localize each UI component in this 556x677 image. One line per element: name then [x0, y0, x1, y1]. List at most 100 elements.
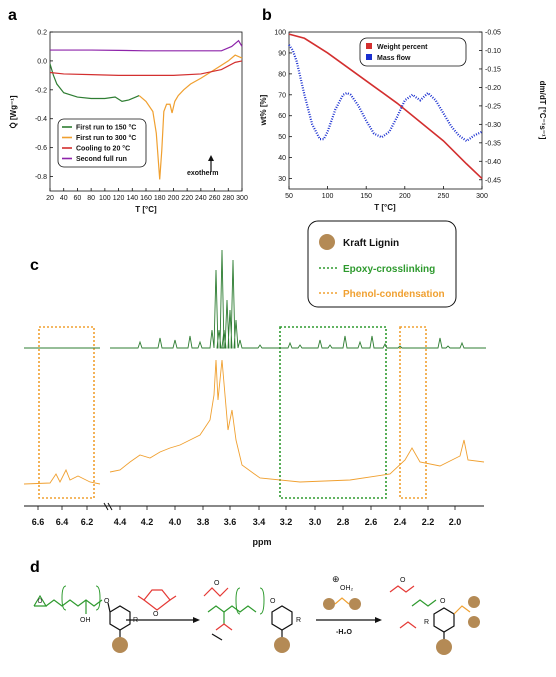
chart-b-frame [288, 31, 483, 190]
orange-spectrum [23, 359, 485, 485]
a-ytick-label: -0.8 [35, 174, 47, 181]
epoxide-o: O [38, 599, 43, 605]
lignin-sphere-4b [468, 616, 480, 628]
c-xtick-label: 2.0 [449, 517, 462, 527]
chart-c-x-ticks: 6.6 6.4 6.2 4.4 4.2 4.0 3.8 3.6 3.4 3.2 3.0 2.8 2.6 2… [32, 506, 462, 527]
chart-a: 20 40 60 80 100 120 140 160 180 200 220 240 260 280 30… [9, 30, 248, 215]
legend-kraft-lignin: Kraft Lignin [343, 238, 399, 249]
chart-b-ylabel-right: dm/dT [°C⁻¹s⁻¹] [538, 81, 547, 140]
axis-break-2 [107, 502, 113, 511]
chart-b-y-ticks: 30 40 50 60 70 80 90 100 [274, 30, 292, 183]
panel-label-d: d [30, 559, 40, 576]
lignin-sphere-3a [323, 598, 335, 610]
b-legend-label-0: Weight percent [377, 44, 428, 51]
chain-2 [207, 605, 257, 613]
b-xtick-label: 150 [360, 193, 372, 200]
c-xtick-label: 6.2 [81, 517, 94, 527]
b-ytick-right-label: -0.40 [485, 159, 501, 166]
phenol-box-left [38, 326, 95, 499]
a-xtick-label: 200 [168, 195, 180, 202]
c-xtick-label: 3.4 [253, 517, 266, 527]
a-xtick-label: 100 [99, 195, 111, 202]
a-xtick-label: 20 [46, 195, 54, 202]
chart-b-ylabel: wt% [%] [259, 94, 268, 126]
lignin-sphere-2 [274, 637, 290, 653]
b-ytick-right-label: -0.15 [485, 66, 501, 73]
chart-c-legend: Kraft Lignin Epoxy-crosslinking Phenol-c… [307, 220, 457, 308]
panel-label-a: a [8, 7, 17, 24]
a-ytick-label: -0.2 [35, 87, 47, 94]
bond-o-ring-1 [107, 602, 111, 613]
b-ytick-right-label: -0.30 [485, 122, 501, 129]
maleic-anhydride: O [137, 589, 177, 618]
crosslinked-intermediate: O O R [203, 580, 301, 653]
squiggle-bond-bottom [211, 633, 223, 641]
chart-a-y-ticks: 0.2 0.0 -0.2 -0.4 -0.6 -0.8 [35, 30, 53, 181]
b-ytick-right-label: -0.10 [485, 48, 501, 55]
c-xtick-label: 6.4 [56, 517, 69, 527]
chart-a-x-ticks: 20 40 60 80 100 120 140 160 180 200 220 240 260 280 30… [46, 188, 248, 202]
a-xtick-label: 40 [60, 195, 68, 202]
a-xtick-label: 280 [222, 195, 234, 202]
carbonyl-1 [137, 595, 145, 601]
b-xtick-label: 300 [476, 193, 488, 200]
oh-label: OH [80, 617, 91, 624]
b-ytick-label: 80 [278, 71, 286, 78]
chart-c: 6.6 6.4 6.2 4.4 4.2 4.0 3.8 3.6 3.4 3.2 3.0 2.8 2.6 2… [23, 220, 486, 547]
chart-b-legend: Weight percent Mass flow [359, 37, 467, 67]
legend-epoxy: Epoxy-crosslinking [343, 264, 435, 275]
a-xtick-label: 120 [113, 195, 125, 202]
panel-label-b: b [262, 7, 272, 24]
b-series-line-0 [288, 33, 483, 180]
b-xtick-label: 100 [322, 193, 334, 200]
a-series-line-1 [138, 54, 243, 180]
repeat-bracket-right [95, 585, 101, 611]
a-ytick-label: 0.0 [37, 58, 47, 65]
b-ytick-label: 40 [278, 155, 286, 162]
b-legend-label-1: Mass flow [377, 55, 411, 62]
ether-o-1: O [104, 598, 110, 605]
repeat-bracket-left [61, 585, 67, 611]
chart-b-series [288, 33, 483, 180]
chart-a-series [49, 39, 243, 180]
b-series-line-1 [288, 44, 483, 143]
product-o-ether: O [440, 598, 446, 605]
green-spectrum [24, 249, 486, 349]
phenol-box-right [399, 326, 427, 499]
kraft-lignin-marker [319, 234, 335, 250]
lignin-carbocation-reagent: ⊕ OH₂ [323, 574, 361, 610]
b-ytick-label: 50 [278, 134, 286, 141]
chart-a-legend: First run to 150 °C First run to 300 °C Co… [57, 118, 147, 168]
c-xtick-label: 3.6 [224, 517, 237, 527]
epoxide-ring [33, 594, 48, 607]
chart-b: 50 100 150 200 250 300 30 40 50 60 70 80 90 100 -0.0… [259, 30, 547, 213]
product-ester-bottom [399, 621, 417, 629]
axis-break-1 [103, 502, 109, 511]
b-xtick-label: 250 [438, 193, 450, 200]
b-ytick-right-label: -0.35 [485, 140, 501, 147]
chart-c-legend-box [307, 220, 457, 308]
a-xtick-label: 160 [140, 195, 152, 202]
b-xtick-label: 200 [399, 193, 411, 200]
c-xtick-label: 6.6 [32, 517, 45, 527]
b-ytick-label: 90 [278, 50, 286, 57]
a-legend-label-2: Cooling to 20 °C [76, 145, 130, 153]
c-xtick-label: 3.2 [280, 517, 293, 527]
product-branch [453, 605, 471, 615]
b-ytick-label: 30 [278, 176, 286, 183]
b-ytick-right-label: -0.05 [485, 30, 501, 37]
a-xtick-label: 80 [87, 195, 95, 202]
chart-a-annotation-exotherm: exotherm [187, 170, 219, 177]
exotherm-arrowhead [208, 155, 214, 161]
b-xtick-label: 50 [285, 193, 293, 200]
b-ytick-right-label: -0.20 [485, 85, 501, 92]
b-legend-swatch-1 [366, 54, 372, 60]
nmr-spectra [23, 249, 486, 485]
a-xtick-label: 240 [195, 195, 207, 202]
product-o-top: O [400, 577, 406, 584]
a-series-line-3 [50, 39, 243, 52]
a-series-line-0 [49, 63, 140, 103]
b-ytick-label: 70 [278, 92, 286, 99]
a-legend-label-0: First run to 150 °C [76, 124, 136, 132]
a-xtick-label: 260 [209, 195, 221, 202]
